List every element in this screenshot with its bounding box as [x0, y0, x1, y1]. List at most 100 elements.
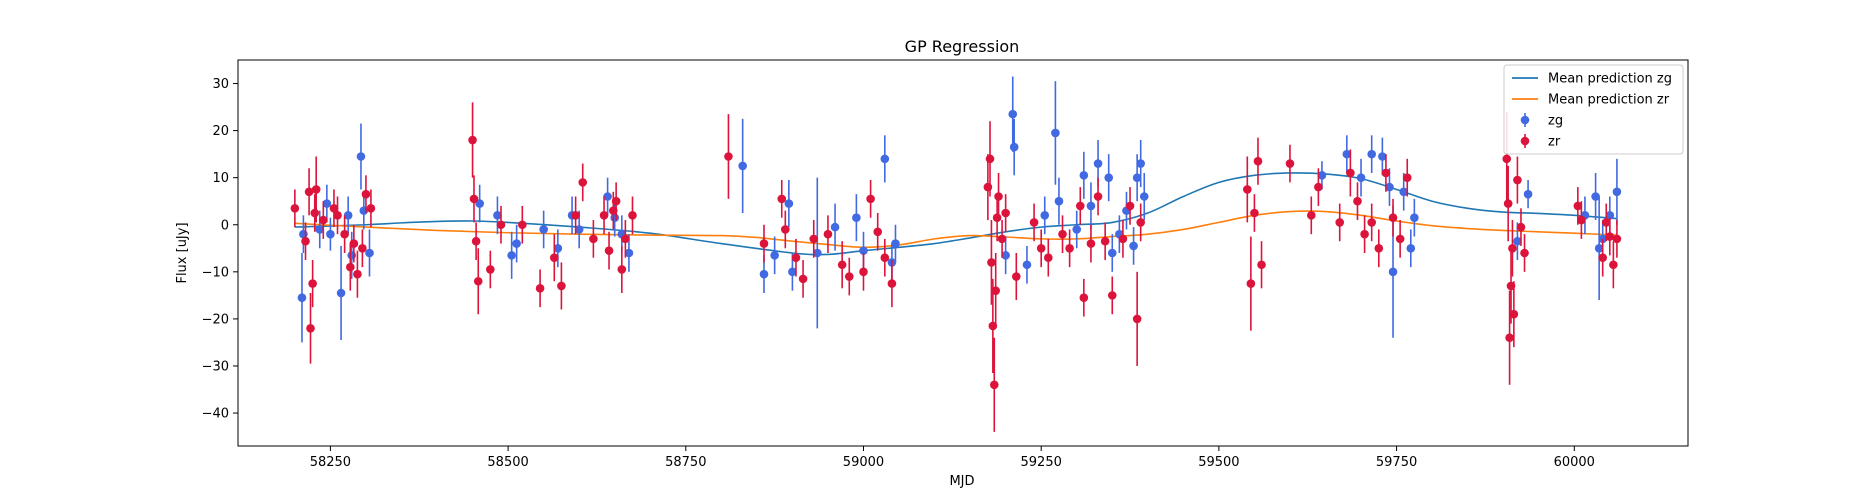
zr-data-point [604, 246, 614, 255]
zr-data-point [468, 135, 477, 145]
legend: Mean prediction zg Mean prediction zr zg zr [1503, 64, 1684, 155]
zg-data-point [1591, 192, 1600, 201]
zr-data-point [1132, 314, 1142, 324]
zg-data-point [1367, 149, 1377, 159]
legend-label: zr [1548, 135, 1561, 150]
x-tick-label: 59750 [1376, 455, 1417, 470]
zr-data-point [1395, 234, 1405, 244]
zr-data-point [1086, 239, 1096, 248]
zg-data-point [322, 199, 332, 208]
zr-data-point [301, 236, 310, 246]
zg-data-point [1129, 241, 1138, 251]
zg-data-point [1040, 211, 1050, 220]
x-tick-label: 59000 [843, 455, 884, 470]
zr-data-point [1573, 201, 1583, 211]
zg-data-point [788, 267, 797, 277]
zr-data-point [1246, 279, 1256, 288]
zg-data-point [1612, 187, 1622, 197]
zg-data-point [759, 269, 769, 279]
zg-data-point [770, 251, 779, 260]
zr-data-point [329, 203, 339, 213]
zg-data-point [784, 199, 794, 208]
zg-data-point [343, 211, 353, 220]
zg-data-point [297, 293, 307, 303]
legend-label: Mean prediction zr [1548, 93, 1670, 108]
zg-data-point [1079, 171, 1089, 180]
zg-data-point [1406, 243, 1416, 253]
zr-data-point [809, 234, 819, 244]
zr-data-point [353, 269, 362, 279]
zr-data-point [837, 260, 847, 270]
zr-data-point [880, 253, 890, 263]
zr-data-point [1612, 234, 1622, 244]
zg-data-point [1410, 213, 1419, 222]
zr-data-point [791, 253, 801, 263]
y-axis-label: Flux [uJy] [175, 222, 190, 283]
y-tick-label: 10 [212, 171, 229, 186]
y-tick-label: −10 [202, 265, 229, 280]
zr-data-point [866, 194, 875, 204]
zr-data-point [1577, 215, 1586, 225]
zr-data-point [1118, 234, 1128, 244]
zg-data-point [1093, 159, 1103, 168]
zr-data-point [1335, 218, 1345, 227]
zr-data-point [1243, 185, 1252, 194]
zg-data-point [574, 225, 584, 234]
zr-data-point [621, 234, 630, 244]
zg-data-point [336, 288, 346, 298]
zg-data-point [1513, 236, 1522, 246]
zr-data-point [1065, 243, 1074, 253]
zr-data-point [1503, 199, 1513, 208]
zg-data-point [1605, 211, 1615, 220]
zg-data-point [326, 229, 335, 239]
plot-area [290, 76, 1622, 432]
zg-data-point [891, 239, 900, 248]
zr-data-point [308, 279, 317, 288]
zr-data-point [346, 262, 355, 272]
zr-data-point [1136, 218, 1145, 227]
zr-data-point [1502, 154, 1512, 164]
zr-data-point [994, 192, 1003, 201]
zr-data-point [759, 239, 769, 248]
zr-data-point [1520, 248, 1529, 258]
zr-data-point [557, 281, 566, 291]
y-axis: −40 −30 −20 −10 0 10 20 30 [202, 77, 238, 422]
zr-data-point [1609, 260, 1618, 270]
zr-data-point [1367, 218, 1377, 227]
zg-data-point [1378, 152, 1387, 161]
zg-data-point [539, 225, 548, 234]
zr-data-point [844, 272, 854, 281]
zr-data-point [873, 227, 883, 237]
x-tick-label: 59250 [1021, 455, 1062, 470]
zr-data-point [1509, 309, 1519, 319]
zg-data-point [624, 248, 634, 258]
zg-data-point [859, 246, 868, 255]
y-tick-label: −20 [202, 312, 229, 327]
zr-data-point [1314, 182, 1323, 192]
zr-data-point [486, 265, 495, 274]
zr-data-point [1605, 232, 1615, 241]
legend-entry-0: Mean prediction zg [1512, 72, 1672, 87]
x-tick-label: 58750 [665, 455, 706, 470]
zg-data-point [347, 251, 357, 260]
zg-data-point [315, 225, 325, 234]
zr-data-point [1353, 196, 1362, 206]
zr-data-point [617, 265, 627, 274]
series-zr [290, 102, 1622, 432]
zr-data-point [310, 208, 320, 218]
y-tick-label: 0 [221, 218, 229, 233]
zr-data-point [781, 225, 790, 234]
zr-data-point [366, 203, 376, 213]
zg-data-point [507, 251, 516, 260]
zr-data-point [1388, 213, 1398, 222]
zr-data-point [1125, 201, 1135, 211]
zg-data-point [1008, 109, 1018, 119]
zr-data-point [1374, 243, 1384, 253]
zr-data-point [985, 154, 995, 164]
zg-data-point [365, 248, 374, 258]
zr-data-point [1100, 236, 1110, 246]
zr-data-point [361, 189, 371, 199]
x-tick-label: 60000 [1554, 455, 1595, 470]
zr-data-point [823, 229, 833, 239]
